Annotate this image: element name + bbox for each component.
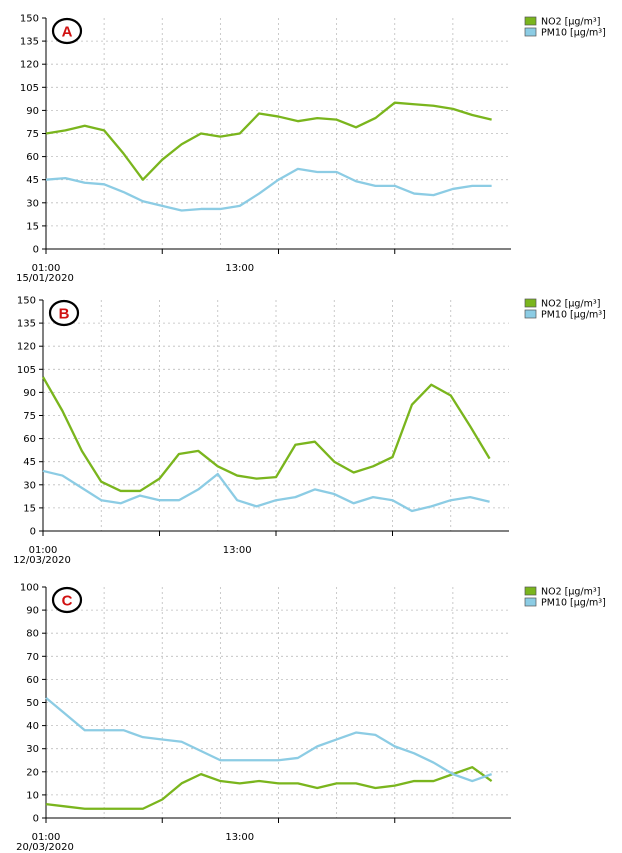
legend-label: PM10 [µg/m³] bbox=[541, 28, 606, 39]
date-label: 15/01/2020 bbox=[16, 273, 74, 284]
x-tick-label: 13:00 bbox=[223, 545, 252, 556]
y-tick-label: 0 bbox=[30, 527, 36, 538]
series-line bbox=[42, 469, 490, 513]
y-tick-label: 80 bbox=[26, 629, 39, 640]
series-line bbox=[45, 101, 492, 181]
legend-swatch bbox=[524, 298, 537, 308]
y-tick-label: 150 bbox=[17, 296, 36, 307]
legend-label: NO2 [µg/m³] bbox=[541, 17, 600, 28]
y-tick-label: 120 bbox=[17, 342, 36, 353]
y-tick-label: 45 bbox=[23, 457, 36, 468]
y-tick-label: 90 bbox=[23, 388, 36, 399]
series-line bbox=[45, 766, 493, 810]
series-line bbox=[45, 696, 493, 783]
y-tick-label: 150 bbox=[20, 14, 39, 25]
y-tick-label: 105 bbox=[20, 83, 39, 94]
legend-swatch bbox=[524, 597, 537, 607]
y-tick-label: 135 bbox=[17, 319, 36, 330]
y-tick-label: 60 bbox=[26, 675, 39, 686]
y-tick-label: 30 bbox=[26, 744, 39, 755]
y-tick-label: 75 bbox=[26, 129, 39, 140]
legend-swatch bbox=[524, 309, 537, 319]
y-tick-label: 135 bbox=[20, 37, 39, 48]
y-tick-label: 75 bbox=[23, 411, 36, 422]
legend-swatch bbox=[524, 586, 537, 596]
panel-badge bbox=[51, 586, 83, 614]
panel-badge-label: B bbox=[59, 306, 70, 323]
legend-swatch bbox=[524, 16, 537, 26]
series-line bbox=[42, 376, 491, 493]
x-tick-label: 01:00 bbox=[32, 832, 61, 843]
y-tick-label: 60 bbox=[26, 152, 39, 163]
y-tick-label: 50 bbox=[26, 698, 39, 709]
panel-badge-label: C bbox=[62, 593, 73, 610]
legend-label: PM10 [µg/m³] bbox=[541, 310, 606, 321]
y-tick-label: 90 bbox=[26, 106, 39, 117]
chart-panel-a: 0 15 30 45 60 75 90 105 120 135 150 01:00 13:00 15/01… bbox=[16, 14, 606, 285]
chart-panel-b: 0 15 30 45 60 75 90 105 120 135 150 01:00 13:00 12/03… bbox=[13, 296, 606, 567]
y-tick-label: 15 bbox=[26, 221, 39, 232]
y-tick-label: 70 bbox=[26, 652, 39, 663]
y-tick-label: 0 bbox=[33, 245, 39, 256]
y-tick-label: 15 bbox=[23, 503, 36, 514]
legend-swatch bbox=[524, 27, 537, 37]
y-tick-label: 105 bbox=[17, 365, 36, 376]
chart-panel-c: 0 10 20 30 40 50 60 70 80 90 100 01:00 13:00 20/03/20… bbox=[16, 583, 606, 853]
x-tick-label: 01:00 bbox=[29, 545, 58, 556]
series-line bbox=[45, 167, 492, 212]
legend-label: NO2 [µg/m³] bbox=[541, 299, 600, 310]
y-tick-label: 10 bbox=[26, 790, 39, 801]
x-tick-label: 13:00 bbox=[225, 832, 254, 843]
y-tick-label: 30 bbox=[23, 480, 36, 491]
y-tick-label: 0 bbox=[33, 814, 39, 825]
y-tick-label: 90 bbox=[26, 606, 39, 617]
y-tick-label: 120 bbox=[20, 60, 39, 71]
legend-label: PM10 [µg/m³] bbox=[541, 598, 606, 609]
panel-badge bbox=[48, 299, 80, 327]
date-label: 20/03/2020 bbox=[16, 842, 74, 853]
y-tick-label: 40 bbox=[26, 721, 39, 732]
y-tick-label: 45 bbox=[26, 175, 39, 186]
panel-badge-label: A bbox=[62, 24, 73, 41]
x-tick-label: 01:00 bbox=[32, 263, 61, 274]
y-tick-label: 20 bbox=[26, 767, 39, 778]
x-tick-label: 13:00 bbox=[225, 263, 254, 274]
panel-badge bbox=[51, 17, 83, 45]
date-label: 12/03/2020 bbox=[13, 555, 71, 566]
y-tick-label: 100 bbox=[20, 583, 39, 594]
y-tick-label: 30 bbox=[26, 198, 39, 209]
legend-label: NO2 [µg/m³] bbox=[541, 587, 600, 598]
y-tick-label: 60 bbox=[23, 434, 36, 445]
